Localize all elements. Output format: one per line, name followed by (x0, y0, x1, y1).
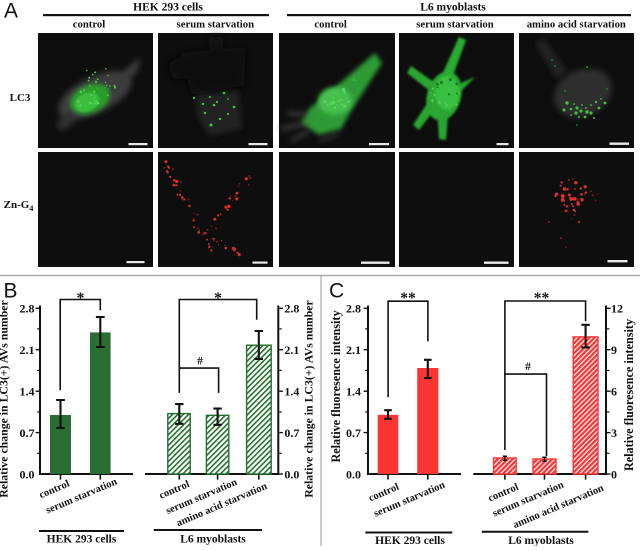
svg-text:Relative change in LC3(+) AVs: Relative change in LC3(+) AVs number (0, 300, 11, 498)
svg-text:control: control (73, 19, 105, 31)
svg-text:9: 9 (611, 343, 617, 357)
svg-text:3: 3 (611, 426, 617, 440)
svg-text:0: 0 (611, 467, 617, 481)
svg-text:L6 myoblasts: L6 myoblasts (508, 535, 574, 546)
svg-text:0.0: 0.0 (346, 467, 361, 481)
svg-text:HEK 293 cells: HEK 293 cells (375, 535, 445, 546)
svg-text:0.0: 0.0 (20, 467, 35, 481)
svg-text:2.1: 2.1 (20, 343, 35, 357)
svg-text:B: B (4, 280, 18, 303)
svg-text:0.7: 0.7 (346, 426, 361, 440)
svg-text:A: A (4, 0, 18, 23)
svg-text:C: C (329, 280, 344, 303)
svg-text:serum starvation: serum starvation (416, 19, 494, 31)
svg-text:L6 myoblasts: L6 myoblasts (420, 2, 486, 14)
svg-text:2.8: 2.8 (346, 302, 361, 316)
svg-text:Relative change in LC3(+) AVs: Relative change in LC3(+) AVs number (302, 300, 316, 498)
svg-text:2.8: 2.8 (20, 302, 35, 316)
svg-text:L6 myoblasts: L6 myoblasts (180, 534, 246, 546)
svg-text:serum starvation: serum starvation (177, 19, 255, 31)
svg-text:1.4: 1.4 (20, 385, 35, 399)
svg-text:HEK 293 cells: HEK 293 cells (133, 2, 203, 14)
svg-text:1.4: 1.4 (284, 385, 299, 399)
svg-text:*: * (77, 290, 85, 307)
svg-text:*: * (214, 290, 222, 307)
svg-text:0.7: 0.7 (284, 426, 299, 440)
svg-text:0.7: 0.7 (20, 426, 35, 440)
svg-text:Zn-G4: Zn-G4 (4, 199, 34, 213)
svg-text:0.0: 0.0 (284, 467, 299, 481)
svg-text:12: 12 (611, 302, 623, 316)
svg-text:6: 6 (611, 385, 617, 399)
svg-text:1.4: 1.4 (346, 385, 361, 399)
svg-text:**: ** (534, 290, 550, 307)
svg-text:HEK 293 cells: HEK 293 cells (47, 534, 117, 546)
svg-text:2.8: 2.8 (284, 302, 299, 316)
svg-text:LC3: LC3 (10, 92, 31, 104)
svg-text:control: control (314, 19, 346, 31)
svg-text:2.1: 2.1 (284, 343, 299, 357)
svg-text:2.1: 2.1 (346, 343, 361, 357)
svg-text:Relative fluoresence intensity: Relative fluoresence intensity (329, 310, 343, 462)
svg-text:Relative fluoresence intensity: Relative fluoresence intensity (622, 319, 636, 471)
svg-text:#: # (197, 355, 203, 367)
svg-text:#: # (525, 361, 531, 373)
svg-text:**: ** (400, 290, 416, 307)
svg-text:amino acid starvation: amino acid starvation (527, 19, 626, 31)
